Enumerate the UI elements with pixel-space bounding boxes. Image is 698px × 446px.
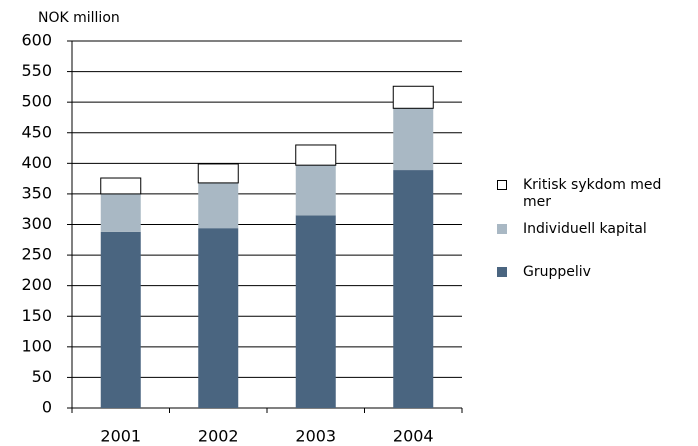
y-tick-label: 400 [21,153,52,172]
x-tick-label: 2002 [198,427,239,446]
legend-item: Gruppeliv [497,264,677,281]
legend-swatch [497,180,507,190]
bar-segment [198,228,239,408]
bar-segment [392,85,434,109]
legend-swatch [497,267,507,277]
y-tick-label: 500 [21,92,52,111]
x-tick-label: 2004 [393,427,434,446]
bar-segment [100,231,141,408]
bar-segment [100,177,142,195]
legend-item: Kritisk sykdom med mer [497,177,677,211]
bar-segment [393,170,434,408]
x-tick-label: 2001 [100,427,141,446]
x-tick-label: 2003 [295,427,336,446]
bar-segment [393,108,434,171]
y-axis-label: NOK million [38,10,120,26]
y-tick-label: 50 [32,367,52,386]
bar-segment [295,165,336,216]
bar-segment [295,144,337,166]
y-tick-label: 100 [21,336,52,355]
y-tick-label: 200 [21,275,52,294]
y-tick-label: 250 [21,245,52,264]
y-tick-label: 600 [21,31,52,50]
y-tick-label: 150 [21,306,52,325]
y-tick-label: 350 [21,183,52,202]
bar-segment [100,193,141,232]
legend-swatch [497,224,507,234]
legend-label: Gruppeliv [523,264,591,280]
y-tick-label: 450 [21,122,52,141]
bar-segment [198,182,239,229]
legend-item: Individuell kapital [497,221,677,238]
y-tick-label: 300 [21,214,52,233]
legend-label: Kritisk sykdom med mer [523,177,662,210]
bar-segment [197,163,239,184]
y-tick-label: 0 [42,398,52,417]
y-tick-label: 550 [21,61,52,80]
bar-segment [295,215,336,408]
legend-label: Individuell kapital [523,221,647,237]
